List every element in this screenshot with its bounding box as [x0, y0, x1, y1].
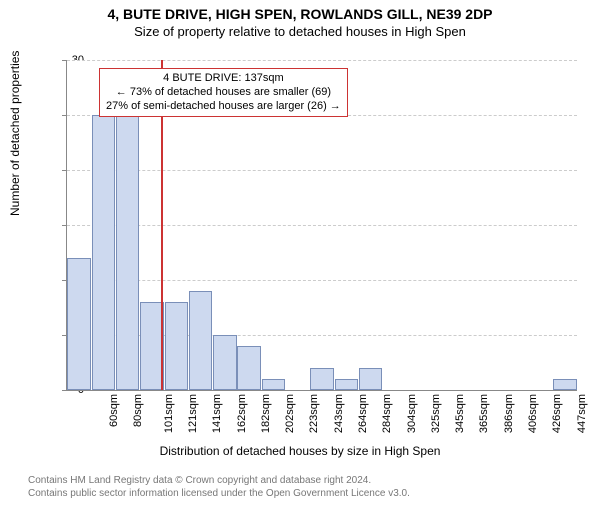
x-tick-label: 223sqm: [309, 394, 321, 433]
x-axis-label: Distribution of detached houses by size …: [0, 444, 600, 458]
grid-line: [67, 60, 577, 61]
grid-line: [67, 280, 577, 281]
annotation-box: 4 BUTE DRIVE: 137sqm← 73% of detached ho…: [99, 68, 348, 117]
grid-line: [67, 225, 577, 226]
x-tick-label: 264sqm: [357, 394, 369, 433]
chart-bar: [67, 258, 90, 390]
x-tick-label: 121sqm: [187, 394, 199, 433]
chart-bar: [553, 379, 576, 390]
annotation-line: 4 BUTE DRIVE: 137sqm: [106, 72, 341, 86]
x-tick-label: 80sqm: [132, 394, 144, 427]
chart-bar: [116, 115, 139, 390]
chart-bar: [189, 291, 212, 390]
chart-bar: [237, 346, 260, 390]
x-tick-label: 101sqm: [163, 394, 175, 433]
x-tick-label: 447sqm: [576, 394, 588, 433]
chart-bar: [213, 335, 236, 390]
x-tick-label: 202sqm: [284, 394, 296, 433]
page-title: 4, BUTE DRIVE, HIGH SPEN, ROWLANDS GILL,…: [0, 6, 600, 22]
x-tick-label: 284sqm: [381, 394, 393, 433]
annotation-line: 27% of semi-detached houses are larger (…: [106, 100, 341, 114]
y-axis-label: Number of detached properties: [8, 51, 22, 216]
grid-line: [67, 170, 577, 171]
chart-bar: [140, 302, 163, 390]
chart-bar: [310, 368, 333, 390]
x-tick-label: 426sqm: [551, 394, 563, 433]
page-subtitle: Size of property relative to detached ho…: [0, 24, 600, 39]
chart-bar: [92, 115, 115, 390]
attribution-text: Contains HM Land Registry data © Crown c…: [28, 474, 410, 500]
attribution-line-1: Contains HM Land Registry data © Crown c…: [28, 474, 410, 487]
x-tick-label: 304sqm: [406, 394, 418, 433]
x-tick-label: 141sqm: [211, 394, 223, 433]
chart-plot-area: 4 BUTE DRIVE: 137sqm← 73% of detached ho…: [66, 60, 577, 391]
x-tick-label: 243sqm: [333, 394, 345, 433]
x-tick-label: 365sqm: [479, 394, 491, 433]
chart-bar: [335, 379, 358, 390]
x-tick-label: 386sqm: [503, 394, 515, 433]
x-tick-label: 182sqm: [260, 394, 272, 433]
chart-bar: [262, 379, 285, 390]
chart-bar: [359, 368, 382, 390]
x-tick-label: 325sqm: [430, 394, 442, 433]
chart-bar: [165, 302, 188, 390]
annotation-line: ← 73% of detached houses are smaller (69…: [106, 86, 341, 100]
x-tick-label: 345sqm: [454, 394, 466, 433]
attribution-line-2: Contains public sector information licen…: [28, 487, 410, 500]
x-tick-label: 162sqm: [236, 394, 248, 433]
x-tick-label: 406sqm: [527, 394, 539, 433]
x-tick-label: 60sqm: [108, 394, 120, 427]
